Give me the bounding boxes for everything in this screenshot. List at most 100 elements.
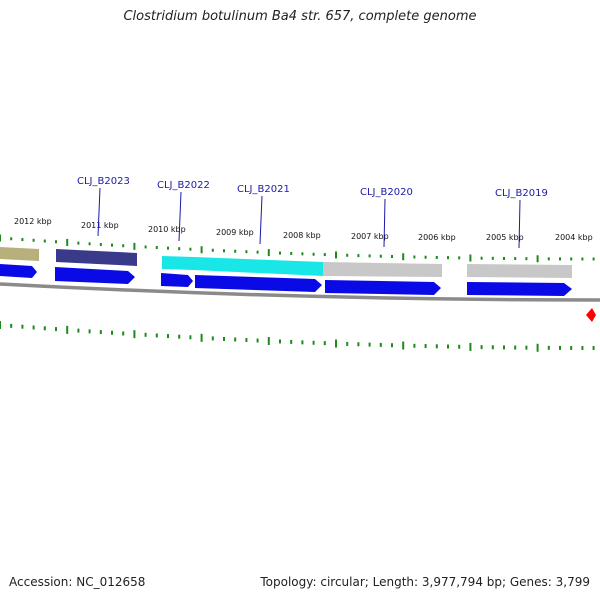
- tick-mark: [312, 340, 315, 345]
- tick-mark: [570, 257, 573, 261]
- tick-mark: [402, 341, 405, 350]
- tick-mark: [256, 250, 259, 254]
- tick-mark: [10, 237, 13, 241]
- feature-bar-olive[interactable]: [0, 247, 39, 261]
- tick-mark: [480, 345, 483, 350]
- tick-mark: [155, 246, 158, 250]
- feature-bar-clj-b2022[interactable]: [162, 256, 194, 270]
- tick-mark: [435, 344, 438, 349]
- tick-mark: [279, 339, 281, 344]
- tick-mark: [581, 345, 584, 350]
- gene-label-clj-b2022[interactable]: CLJ_B2022: [157, 180, 210, 191]
- feature-bar-clj-b2020[interactable]: [323, 262, 442, 277]
- tick-mark: [77, 328, 80, 333]
- feature-bar-clj-b2021[interactable]: [194, 257, 323, 276]
- tick-mark: [32, 325, 35, 330]
- tick-mark: [424, 344, 427, 349]
- tick-mark: [458, 344, 461, 349]
- tick-mark: [66, 238, 69, 246]
- gene-arrow-clj-b2022[interactable]: [161, 273, 193, 287]
- tick-mark: [447, 256, 449, 260]
- tick-mark: [144, 332, 147, 337]
- tick-mark: [99, 330, 102, 335]
- tick-mark: [111, 330, 113, 335]
- gene-arrow-clj-b2021[interactable]: [195, 275, 322, 292]
- topology-text: Topology: circular; Length: 3,977,794 bp…: [260, 575, 590, 589]
- gene-leader-clj-b2019: [518, 199, 521, 249]
- gene-label-clj-b2019[interactable]: CLJ_B2019: [495, 188, 548, 199]
- tick-mark: [323, 253, 326, 257]
- tick-mark: [559, 345, 561, 350]
- scale-label-2007: 2007 kbp: [351, 232, 389, 241]
- tick-mark: [447, 344, 449, 349]
- tick-mark: [234, 337, 237, 342]
- tick-mark: [491, 256, 494, 260]
- tick-mark: [122, 331, 125, 336]
- tick-mark: [88, 242, 91, 246]
- gene-arrow-clj-b2023[interactable]: [55, 267, 135, 284]
- tick-mark: [413, 255, 416, 259]
- tick-mark: [234, 249, 237, 253]
- gene-leader-clj-b2021: [259, 195, 263, 245]
- tick-mark: [211, 336, 214, 341]
- gene-leader-clj-b2023: [97, 187, 101, 237]
- tick-mark: [245, 250, 248, 254]
- tick-mark: [536, 343, 539, 352]
- tick-mark: [491, 345, 494, 350]
- gene-label-clj-b2021[interactable]: CLJ_B2021: [237, 184, 290, 195]
- scale-label-2006: 2006 kbp: [418, 233, 456, 242]
- tick-mark: [391, 254, 393, 258]
- tick-mark: [133, 330, 136, 339]
- tick-mark: [503, 256, 505, 260]
- tick-mark: [167, 334, 169, 339]
- scale-label-2008: 2008 kbp: [283, 231, 321, 240]
- tick-mark: [256, 338, 259, 343]
- tick-mark: [592, 257, 595, 261]
- genome-title: Clostridium botulinum Ba4 str. 657, comp…: [123, 9, 477, 24]
- tick-mark: [357, 342, 360, 347]
- tick-mark: [547, 257, 550, 261]
- feature-bar-clj-b2019[interactable]: [467, 264, 572, 278]
- tick-mark: [21, 238, 24, 242]
- tick-mark: [0, 321, 1, 329]
- tick-mark: [379, 254, 382, 258]
- tick-mark: [200, 246, 203, 254]
- tick-mark: [514, 345, 517, 350]
- gene-arrow-1[interactable]: [0, 264, 37, 278]
- feature-bar-clj-b2023[interactable]: [56, 249, 137, 266]
- tick-mark: [133, 242, 136, 250]
- tick-mark: [592, 345, 595, 350]
- tick-mark: [167, 246, 169, 250]
- tick-mark: [368, 342, 371, 347]
- tick-mark: [413, 343, 416, 348]
- tick-mark: [178, 247, 181, 251]
- tick-mark: [323, 341, 326, 346]
- origin-marker: [586, 308, 596, 322]
- scale-label-2012: 2012 kbp: [14, 217, 52, 226]
- tick-mark: [178, 334, 181, 339]
- scale-label-2010: 2010 kbp: [148, 225, 186, 234]
- tick-mark: [66, 325, 69, 334]
- tick-mark: [99, 242, 102, 246]
- tick-mark: [111, 243, 113, 247]
- tick-mark: [570, 345, 573, 350]
- tick-mark: [55, 240, 57, 244]
- tick-mark: [0, 234, 1, 242]
- tick-mark: [503, 345, 505, 350]
- tick-mark: [559, 257, 561, 261]
- gene-arrow-clj-b2019[interactable]: [467, 282, 572, 296]
- gene-label-clj-b2020[interactable]: CLJ_B2020: [360, 187, 413, 198]
- tick-mark: [155, 333, 158, 338]
- gene-arrow-clj-b2020[interactable]: [325, 280, 441, 295]
- tick-mark: [525, 345, 528, 350]
- lower-tick-track: [0, 321, 595, 352]
- tick-mark: [77, 241, 80, 245]
- tick-mark: [200, 333, 203, 342]
- accession-text: Accession: NC_012658: [9, 575, 146, 589]
- tick-mark: [335, 251, 337, 259]
- scale-label-2009: 2009 kbp: [216, 228, 254, 237]
- tick-mark: [312, 252, 315, 256]
- tick-mark: [335, 339, 337, 348]
- gene-label-clj-b2023[interactable]: CLJ_B2023: [77, 176, 130, 187]
